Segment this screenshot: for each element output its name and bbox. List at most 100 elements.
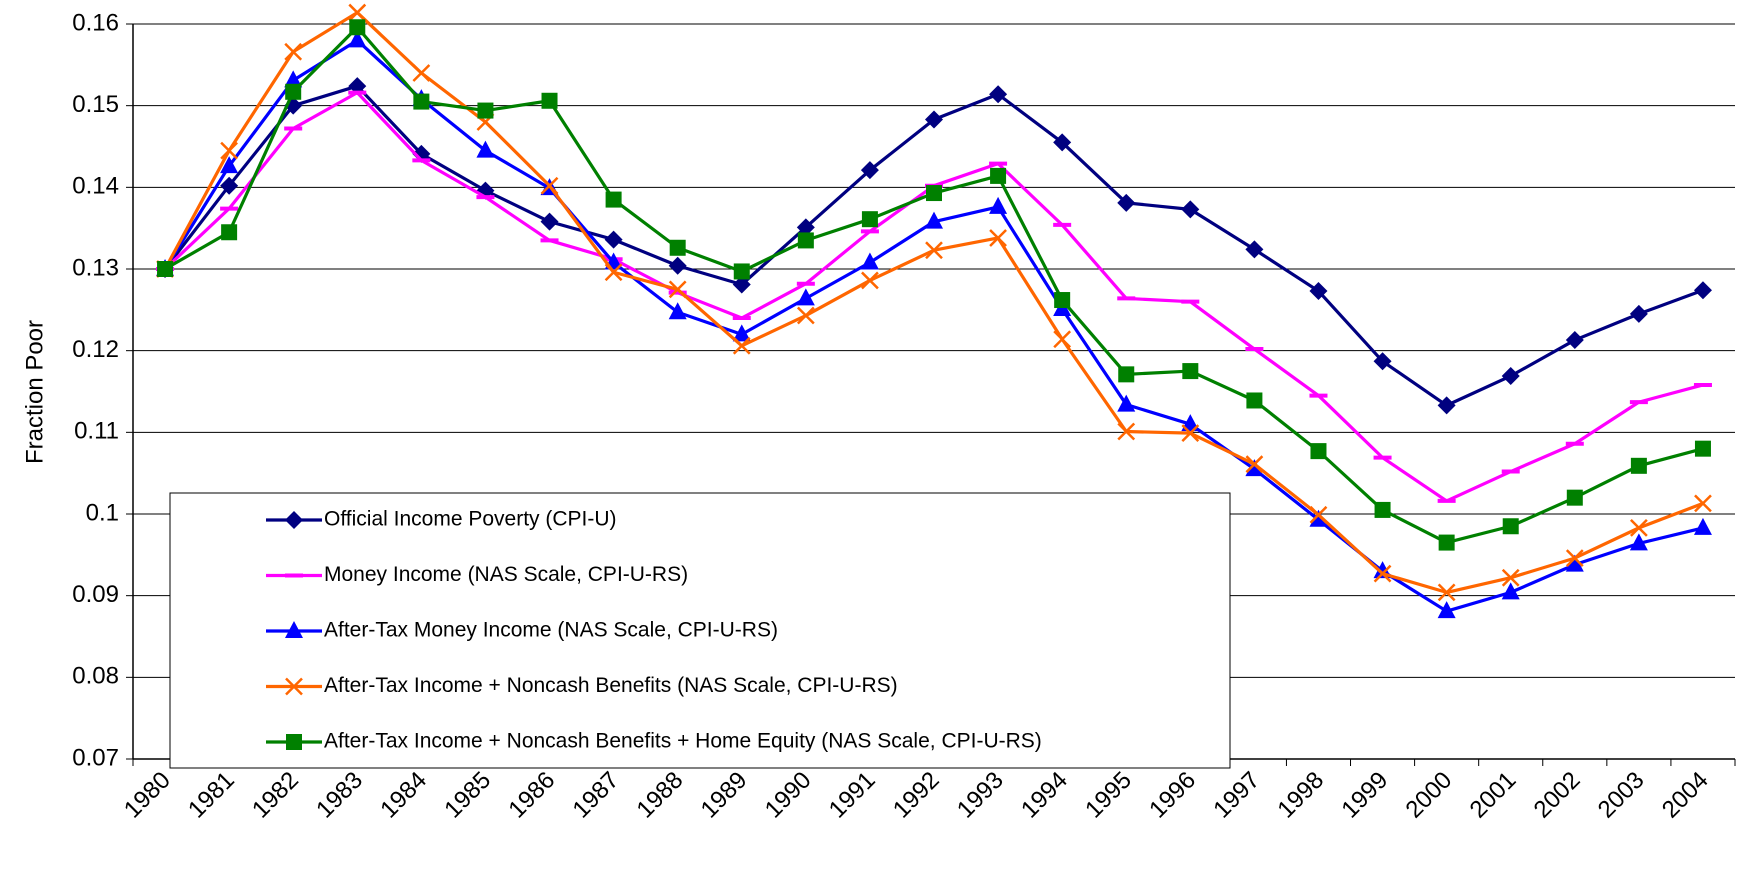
marker (1181, 424, 1200, 443)
y-tick-label: 0.15 (72, 91, 119, 118)
x-tick-label: 1985 (439, 767, 496, 824)
x-tick-label: 1995 (1080, 767, 1137, 824)
legend-marker (285, 511, 303, 529)
marker (348, 3, 367, 22)
marker (1694, 440, 1711, 457)
marker (1245, 455, 1264, 474)
marker (861, 271, 879, 290)
marker (412, 144, 431, 163)
marker (1629, 518, 1648, 537)
marker (1437, 601, 1456, 619)
marker (1373, 352, 1392, 371)
x-tick-label: 1983 (311, 767, 368, 824)
x-tick-label: 1992 (888, 767, 945, 824)
marker (732, 275, 751, 294)
marker (1374, 501, 1391, 518)
marker (1630, 457, 1647, 474)
marker (797, 232, 814, 249)
marker (541, 92, 558, 109)
marker (669, 239, 686, 256)
marker (540, 212, 559, 231)
marker (605, 191, 622, 208)
x-tick-label: 1989 (696, 767, 753, 824)
marker (1565, 554, 1584, 572)
y-tick-label: 0.16 (72, 9, 119, 36)
marker (1309, 505, 1328, 524)
marker (1053, 330, 1072, 349)
legend-box (169, 492, 1231, 769)
legend-marker (286, 734, 302, 750)
marker (1053, 133, 1072, 152)
marker (796, 218, 815, 237)
marker (284, 70, 303, 88)
marker (477, 102, 494, 119)
marker (1565, 331, 1584, 350)
legend-label: After-Tax Income + Noncash Benefits + Ho… (324, 730, 1042, 753)
marker (1502, 518, 1519, 535)
marker (732, 336, 751, 355)
x-tick-label: 1988 (632, 767, 689, 824)
x-tick-label: 2003 (1593, 767, 1650, 824)
marker (221, 224, 238, 241)
series-line (163, 91, 1704, 503)
x-tick-label: 1980 (119, 767, 176, 824)
marker (925, 211, 943, 229)
marker (220, 156, 239, 174)
x-tick-label: 1999 (1336, 767, 1393, 824)
x-tick-label: 1997 (1208, 767, 1265, 824)
marker (1437, 396, 1456, 415)
marker (1245, 240, 1264, 259)
marker (990, 167, 1007, 184)
y-tick-label: 0.13 (72, 254, 119, 281)
marker (1501, 582, 1520, 600)
marker (1117, 193, 1136, 212)
marker (925, 110, 943, 129)
marker (413, 93, 430, 110)
marker (412, 64, 431, 82)
x-tick-label: 1986 (503, 767, 560, 824)
x-tick-label: 2002 (1529, 767, 1586, 824)
marker (1054, 292, 1071, 309)
marker (1181, 200, 1200, 219)
marker (1694, 494, 1712, 513)
marker (1182, 363, 1199, 380)
marker (220, 176, 239, 195)
marker (668, 256, 687, 275)
y-tick-label: 0.12 (72, 336, 119, 363)
x-tick-label: 1993 (952, 767, 1009, 824)
x-tick-label: 1982 (247, 767, 304, 824)
y-tick-label: 0.09 (72, 581, 119, 608)
legend-marker (285, 621, 303, 638)
marker (861, 211, 878, 228)
marker (1565, 549, 1584, 567)
x-tick-label: 1998 (1272, 767, 1329, 824)
marker (796, 288, 815, 306)
x-tick-label: 1991 (824, 767, 881, 824)
x-tick-label: 1994 (1016, 767, 1073, 824)
marker (1373, 564, 1392, 583)
y-tick-label: 0.1 (86, 499, 119, 526)
x-tick-label: 1984 (375, 767, 432, 824)
x-tick-label: 1981 (183, 767, 240, 824)
y-tick-label: 0.11 (74, 418, 119, 445)
marker (1693, 517, 1712, 535)
x-tick-label: 1990 (760, 767, 817, 824)
y-tick-label: 0.08 (72, 663, 119, 690)
marker (540, 176, 559, 195)
marker (348, 30, 367, 48)
marker (732, 324, 751, 342)
marker (1629, 533, 1648, 551)
marker (1310, 443, 1327, 460)
marker (860, 161, 879, 180)
marker (348, 77, 367, 96)
marker (604, 230, 623, 249)
series-line (164, 25, 1704, 545)
marker (604, 263, 623, 282)
marker (1437, 583, 1456, 602)
legend-label: After-Tax Money Income (NAS Scale, CPI-U… (324, 619, 778, 642)
marker (1438, 534, 1455, 551)
legend-label: Money Income (NAS Scale, CPI-U-RS) (324, 563, 688, 586)
x-tick-label: 1987 (567, 767, 624, 824)
